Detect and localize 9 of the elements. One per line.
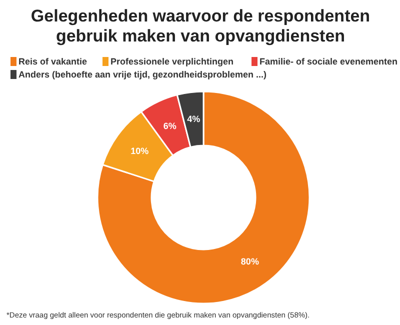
chart-title: Gelegenheden waarvoor de respondenten gebruik maken van opvangdiensten <box>30 6 370 46</box>
data-label: 6% <box>163 121 176 132</box>
legend-label: Familie- of sociale evenementen <box>260 56 398 66</box>
legend-label: Professionele verplichtingen <box>110 56 234 66</box>
data-label: 10% <box>130 146 149 156</box>
data-label: 80% <box>240 256 259 266</box>
data-label: 4% <box>187 114 200 124</box>
legend-label: Anders (behoefte aan vrije tijd, gezondheidsproblemen ...) <box>18 70 267 80</box>
legend-label: Reis of vakantie <box>18 56 88 66</box>
